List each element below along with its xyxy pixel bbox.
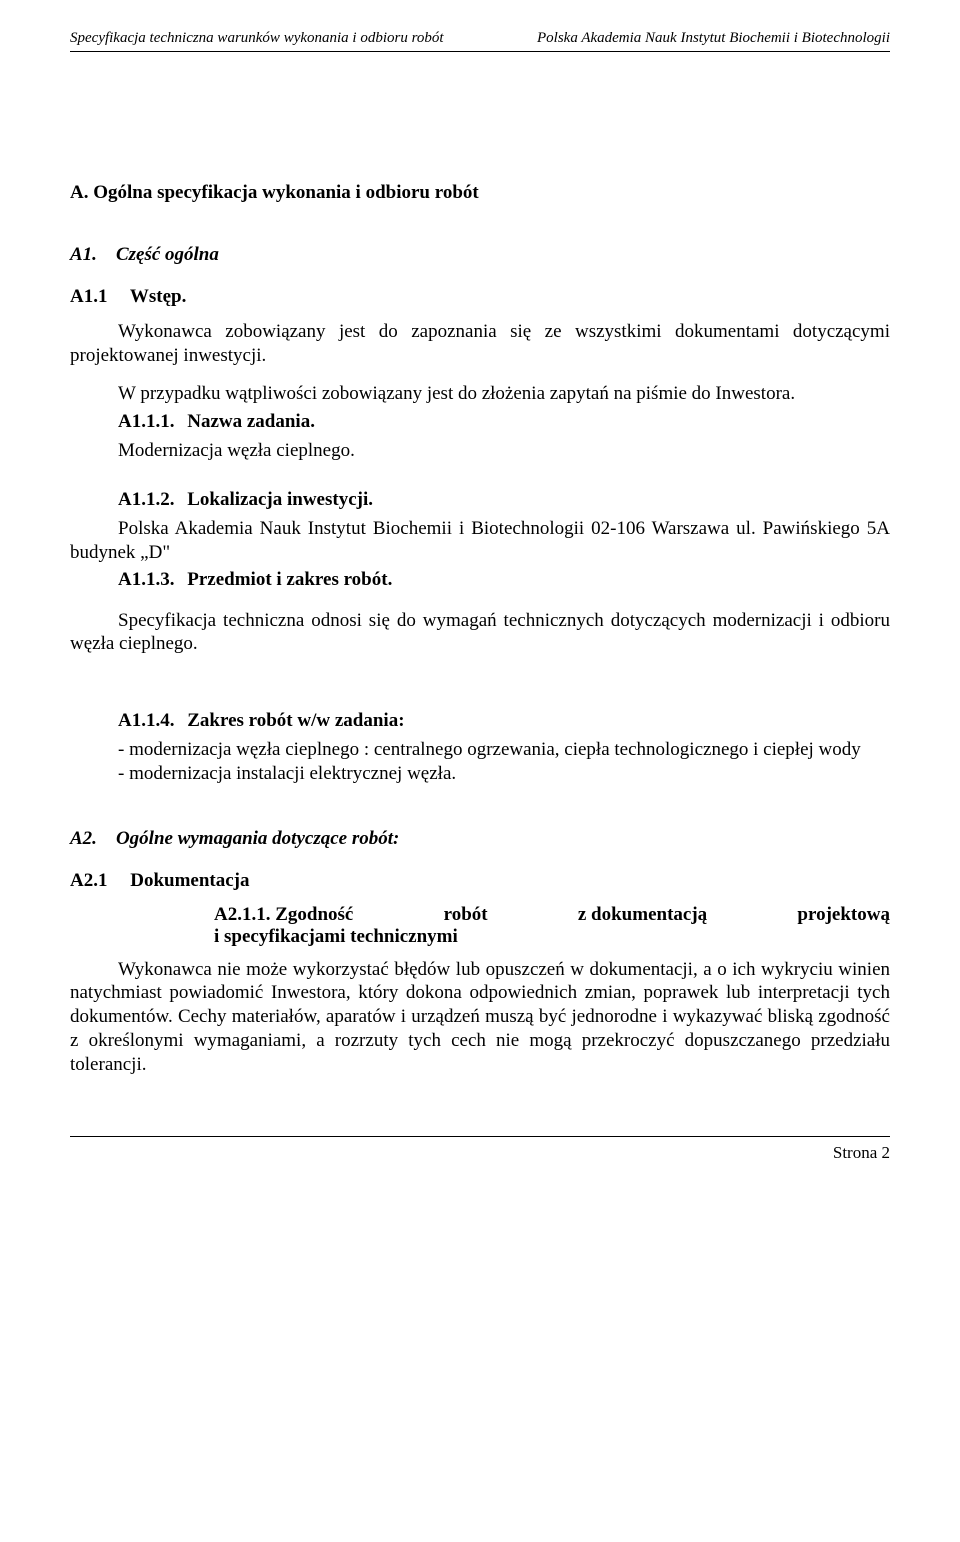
running-header: Specyfikacja techniczna warunków wykonan… [70,30,890,47]
heading-a211-num: A2.1.1. [214,904,270,925]
heading-a11-num: A1.1 [70,286,107,307]
a111-body: Modernizacja węzła cieplnego. [70,439,890,463]
heading-a211-w3: z dokumentacją [578,904,707,926]
heading-a21-title: Dokumentacja [130,870,249,891]
heading-a112-num: A1.1.2. [118,489,174,510]
heading-a112: A1.1.2. Lokalizacja inwestycji. [70,489,890,511]
header-right: Polska Akademia Nauk Instytut Biochemii … [537,30,890,47]
heading-a211-w2: robót [444,904,488,926]
heading-a111-title: Nazwa zadania. [187,411,315,432]
main-heading: A. Ogólna specyfikacja wykonania i odbio… [70,182,890,204]
a211-body: Wykonawca nie może wykorzystać błędów lu… [70,958,890,1077]
heading-a111-num: A1.1.1. [118,411,174,432]
heading-a111: A1.1.1. Nazwa zadania. [70,411,890,433]
heading-a211: A2.1.1. Zgodność robót z dokumentacją pr… [70,904,890,948]
heading-a114-title: Zakres robót w/w zadania: [187,710,404,731]
heading-a113-num: A1.1.3. [118,569,174,590]
heading-a113-title: Przedmiot i zakres robót. [187,569,392,590]
footer-rule [70,1136,890,1137]
heading-a112-title: Lokalizacja inwestycji. [187,489,373,510]
section-a1: A1. Część ogólna [70,244,890,266]
paragraph-intro-2: W przypadku wątpliwości zobowiązany jest… [70,382,890,406]
section-a1-num: A1. [70,244,97,265]
a112-body: Polska Akademia Nauk Instytut Biochemii … [70,517,890,565]
paragraph-intro-1: Wykonawca zobowiązany jest do zapoznania… [70,320,890,368]
heading-a114-num: A1.1.4. [118,710,174,731]
heading-a11-title: Wstęp. [130,286,186,307]
a113-body: Specyfikacja techniczna odnosi się do wy… [70,609,890,657]
section-a1-title: Część ogólna [116,244,219,265]
header-rule [70,51,890,52]
heading-a21-num: A2.1 [70,870,107,891]
section-a2-num: A2. [70,828,97,849]
heading-a11: A1.1 Wstęp. [70,286,890,308]
heading-a113: A1.1.3. Przedmiot i zakres robót. [70,569,890,591]
heading-a211-w4: projektową [797,904,890,926]
heading-a211-w1: Zgodność [275,904,353,925]
heading-a211-line2: i specyfikacjami technicznymi [70,926,890,948]
header-left: Specyfikacja techniczna warunków wykonan… [70,30,444,47]
section-a2: A2. Ogólne wymagania dotyczące robót: [70,828,890,850]
heading-a21: A2.1 Dokumentacja [70,870,890,892]
a114-line1: - modernizacja węzła cieplnego : central… [70,738,890,762]
page-number: Strona 2 [70,1143,890,1163]
a114-line2: - modernizacja instalacji elektrycznej w… [70,762,890,786]
section-a2-title: Ogólne wymagania dotyczące robót: [116,828,399,849]
heading-a114: A1.1.4. Zakres robót w/w zadania: [70,710,890,732]
